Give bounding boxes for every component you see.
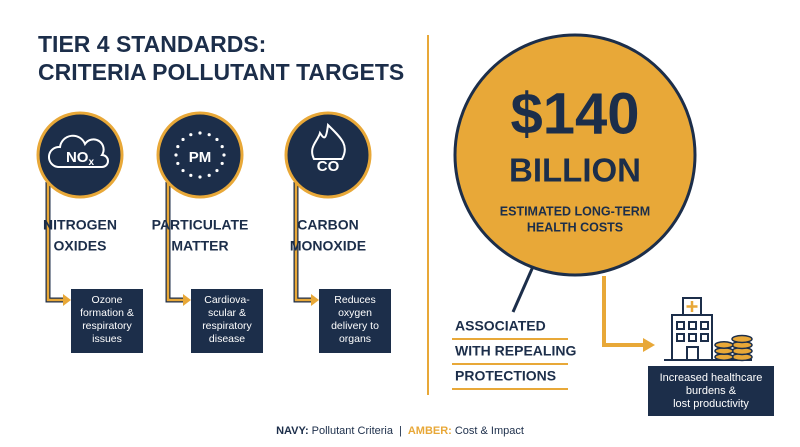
effect-text: respiratory <box>202 320 252 332</box>
bracket-arrow <box>294 182 313 302</box>
cost-circle <box>453 33 697 277</box>
arrow-head <box>643 338 655 352</box>
pollutant-label: NITROGEN <box>43 217 117 233</box>
particle <box>176 161 180 166</box>
pollutant-label: MONOXIDE <box>290 238 366 254</box>
cost-unit: BILLION <box>509 152 641 189</box>
particle <box>181 137 185 142</box>
icon-text: PM <box>189 149 212 166</box>
association-text: WITH REPEALING <box>455 343 576 359</box>
particle <box>176 144 180 149</box>
impact-text: burdens & <box>686 385 737 397</box>
title: TIER 4 STANDARDS: <box>38 31 266 57</box>
arrow-head <box>63 294 71 306</box>
legend-key: NAVY: <box>276 425 309 437</box>
icon-circle <box>156 111 244 199</box>
effect-text: Ozone <box>92 294 123 306</box>
legend: NAVY: Pollutant Criteria | AMBER: Cost & Imp… <box>276 425 524 437</box>
effect-box <box>191 289 263 353</box>
effect-text: organs <box>339 333 371 345</box>
pollutant-label: OXIDES <box>54 238 107 254</box>
coins-icon <box>714 334 753 362</box>
effect-text: formation & <box>80 307 134 319</box>
icon-text: NOx <box>66 149 95 168</box>
impact-text: lost productivity <box>673 398 749 410</box>
particle <box>215 168 219 173</box>
icon-text: CO <box>317 158 340 175</box>
particle <box>215 137 219 142</box>
association-text: ASSOCIATED <box>455 318 546 334</box>
icon-label: CO <box>317 158 340 175</box>
pollutant-label: CARBON <box>297 217 358 233</box>
pointer-line <box>511 261 537 313</box>
effect-text: delivery to <box>331 320 379 332</box>
legend-text: Cost & Impact <box>455 425 524 437</box>
cloud-outline <box>48 134 109 168</box>
association-text: PROTECTIONS <box>455 368 556 384</box>
legend-text: Pollutant Criteria <box>312 425 394 437</box>
particle <box>222 153 226 157</box>
particle <box>220 161 224 166</box>
pollutant-label: PARTICULATE <box>152 217 249 233</box>
effect-text: respiratory <box>82 320 132 332</box>
effect-box <box>319 289 391 353</box>
particle <box>207 133 211 137</box>
effect-text: issues <box>92 333 122 345</box>
effect-text: scular & <box>208 307 246 319</box>
effect-text: Cardiova- <box>204 294 250 306</box>
impact-box <box>648 366 774 416</box>
impact-text: Increased healthcare <box>660 372 763 384</box>
hospital-icon <box>664 297 752 361</box>
particle <box>181 168 185 173</box>
legend-key: AMBER: <box>408 425 452 437</box>
particle <box>189 133 193 137</box>
effect-box <box>71 289 143 353</box>
particle <box>220 144 224 149</box>
effect-text: oxygen <box>338 307 372 319</box>
effect-text: disease <box>209 333 245 345</box>
particle <box>198 175 202 179</box>
icon-circle <box>284 111 372 199</box>
cost-description: HEALTH COSTS <box>527 220 623 234</box>
icon-subscript: x <box>88 157 94 168</box>
particle <box>189 173 193 177</box>
arrow-head <box>311 294 319 306</box>
particle <box>174 153 178 157</box>
flame-outline <box>311 122 346 160</box>
legend-separator: | <box>399 425 402 437</box>
cost-amount: $140 <box>510 81 639 146</box>
title: CRITERIA POLLUTANT TARGETS <box>38 59 404 85</box>
bracket-arrow <box>46 182 65 302</box>
particle <box>198 131 202 135</box>
pollutant-label: MATTER <box>171 238 228 254</box>
effect-text: Reduces <box>334 294 375 306</box>
icon-label: NO <box>66 149 89 166</box>
arrow-head <box>183 294 191 306</box>
icon-label: PM <box>189 149 212 166</box>
icon-circle <box>36 111 124 199</box>
particle <box>207 173 211 177</box>
cost-description: ESTIMATED LONG-TERM <box>500 204 650 218</box>
impact-arrow <box>602 276 645 347</box>
bracket-arrow <box>166 182 185 302</box>
